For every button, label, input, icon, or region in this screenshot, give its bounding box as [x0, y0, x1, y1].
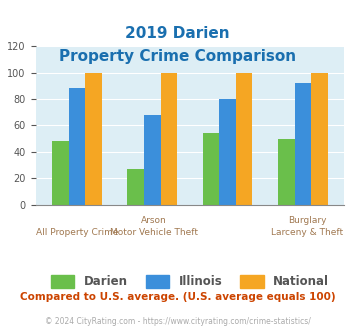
Text: 2019 Darien: 2019 Darien — [125, 26, 230, 41]
Text: Motor Vehicle Theft: Motor Vehicle Theft — [110, 228, 198, 237]
Bar — [69, 88, 85, 205]
Legend: Darien, Illinois, National: Darien, Illinois, National — [46, 271, 334, 293]
Text: All Property Crime: All Property Crime — [36, 228, 118, 237]
Bar — [52, 141, 69, 205]
Text: Compared to U.S. average. (U.S. average equals 100): Compared to U.S. average. (U.S. average … — [20, 292, 335, 302]
Bar — [144, 115, 160, 205]
Bar — [295, 83, 311, 205]
Text: Burglary: Burglary — [288, 216, 326, 225]
Text: Larceny & Theft: Larceny & Theft — [271, 228, 343, 237]
Bar — [311, 73, 328, 205]
Bar — [85, 73, 102, 205]
Bar — [203, 133, 219, 205]
Text: Property Crime Comparison: Property Crime Comparison — [59, 50, 296, 64]
Bar — [160, 73, 177, 205]
Bar — [236, 73, 252, 205]
Bar — [278, 139, 295, 205]
Text: Arson: Arson — [141, 216, 166, 225]
Text: © 2024 CityRating.com - https://www.cityrating.com/crime-statistics/: © 2024 CityRating.com - https://www.city… — [45, 317, 310, 326]
Bar — [127, 169, 144, 205]
Bar — [219, 99, 236, 205]
